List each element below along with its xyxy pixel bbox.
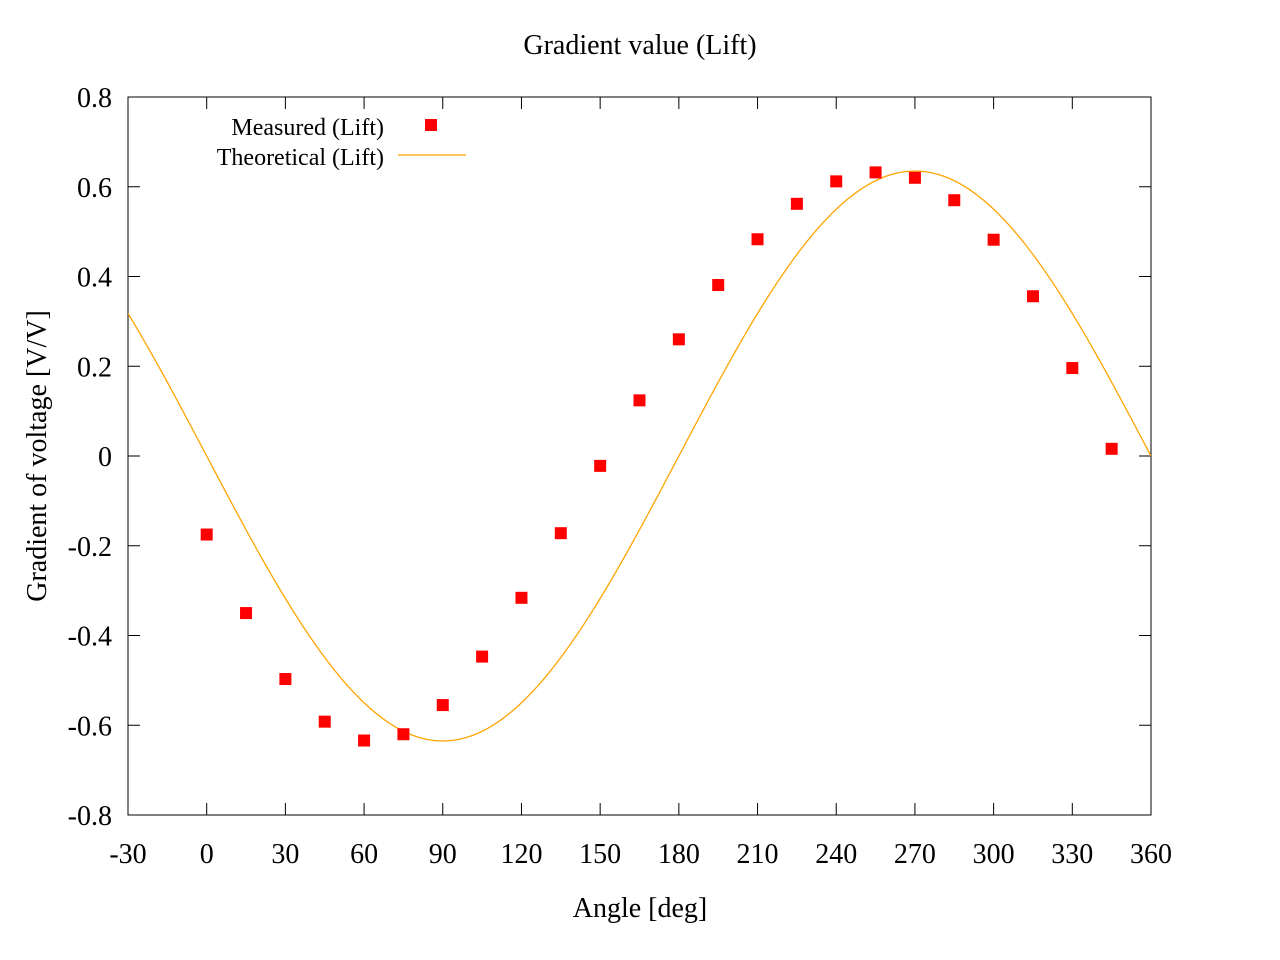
data-point-measured <box>908 171 921 184</box>
data-point-measured <box>476 650 489 663</box>
y-tick-label: -0.2 <box>68 532 112 563</box>
plot-area <box>127 96 1152 816</box>
data-point-measured <box>397 728 410 741</box>
data-point-measured <box>200 528 213 541</box>
data-point-measured <box>751 233 764 246</box>
data-point-measured <box>672 333 685 346</box>
data-point-measured <box>830 175 843 188</box>
x-tick-label: 210 <box>737 839 779 870</box>
data-point-measured <box>436 699 449 712</box>
y-tick-label: -0.4 <box>68 622 112 653</box>
x-tick-label: 300 <box>973 839 1015 870</box>
x-tick-label: 60 <box>350 839 378 870</box>
data-point-measured <box>1066 362 1079 375</box>
x-tick-labels: -30 0 30 60 90 120 150 180 210 240 270 300 330 360 <box>109 839 1172 870</box>
y-tick-label: 0 <box>98 442 112 473</box>
series-line-theoretical <box>128 170 1151 742</box>
x-tick-label: 0 <box>200 839 214 870</box>
x-tick-label: 360 <box>1130 839 1172 870</box>
data-point-measured <box>554 527 567 540</box>
x-tick-label: 330 <box>1051 839 1093 870</box>
y-tick-label: 0.2 <box>77 352 112 383</box>
series-layer <box>128 166 1151 747</box>
y-tick-label: -0.8 <box>68 801 112 832</box>
plot-frame <box>127 96 1152 816</box>
data-point-measured <box>633 394 646 407</box>
x-tick-label: 180 <box>658 839 700 870</box>
axis-ticks <box>127 96 1152 816</box>
x-tick-label: 30 <box>271 839 299 870</box>
data-point-measured <box>712 279 725 292</box>
data-point-measured <box>790 197 803 210</box>
y-axis-label: Gradient of voltage [V/V] <box>22 310 53 602</box>
data-point-measured <box>594 459 607 472</box>
legend-label-measured: Measured (Lift) <box>231 115 384 141</box>
data-point-measured <box>1105 442 1118 455</box>
chart-title: Gradient value (Lift) <box>523 30 756 61</box>
x-tick-label: 150 <box>579 839 621 870</box>
data-point-measured <box>948 194 961 207</box>
data-point-measured <box>279 673 292 686</box>
y-tick-label: 0.8 <box>77 83 112 114</box>
legend: Measured (Lift) Theoretical (Lift) <box>217 115 466 171</box>
x-tick-label: 270 <box>894 839 936 870</box>
legend-marker-measured <box>425 119 437 131</box>
data-point-measured <box>240 607 253 620</box>
x-tick-label: 120 <box>500 839 542 870</box>
y-tick-label: 0.6 <box>77 173 112 204</box>
data-point-measured <box>515 591 528 604</box>
x-tick-label: 240 <box>815 839 857 870</box>
x-tick-label: 90 <box>429 839 457 870</box>
data-point-measured <box>869 166 882 179</box>
legend-label-theoretical: Theoretical (Lift) <box>217 145 384 171</box>
y-tick-label: -0.6 <box>68 711 112 742</box>
y-tick-labels: -0.8 -0.6 -0.4 -0.2 0 0.2 0.4 0.6 0.8 <box>68 83 112 832</box>
x-tick-label: -30 <box>109 839 146 870</box>
data-point-measured <box>358 734 371 747</box>
data-point-measured <box>987 233 1000 246</box>
data-point-measured <box>1026 290 1039 303</box>
x-axis-label: Angle [deg] <box>573 893 708 924</box>
data-point-measured <box>318 715 331 728</box>
y-tick-label: 0.4 <box>77 263 112 294</box>
